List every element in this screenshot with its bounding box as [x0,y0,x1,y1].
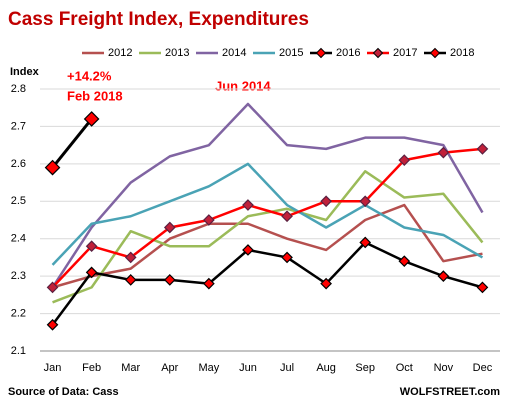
legend-marker [315,47,327,59]
marker [124,251,137,264]
legend-label: 2018 [450,47,474,59]
x-tick-label: Jan [44,362,62,374]
y-tick-label: 2.8 [11,83,26,95]
x-tick-label: Apr [161,362,178,374]
marker [320,195,332,208]
legend-marker [372,47,384,59]
series-line [51,118,93,169]
marker [437,270,450,282]
x-tick-label: Jun [239,362,257,374]
chart-title: Cass Freight Index, Expenditures [8,9,309,30]
y-tick-label: 2.7 [11,120,26,132]
y-tick-label: 2.6 [11,158,26,170]
marker [163,221,176,234]
marker [46,318,59,331]
y-tick-label: 2.4 [11,233,26,245]
marker [437,146,450,159]
source: Source of Data: Cass [8,386,119,398]
marker [359,195,372,208]
marker [83,111,100,127]
marker [85,240,98,253]
annotation: Feb 2018 [67,88,123,103]
y-tick-label: 2.2 [11,307,26,319]
legend-label: 2014 [222,47,246,59]
x-tick-label: Nov [434,362,454,374]
marker [281,210,293,223]
y-tick-label: 2.3 [11,270,26,282]
marker [44,159,61,176]
legend-label: 2016 [336,47,360,59]
x-tick-label: Jul [280,362,294,374]
series-line [51,102,484,289]
marker [476,281,489,294]
x-tick-label: Dec [473,362,493,374]
marker [46,281,59,294]
marker [398,255,411,268]
legend-label: 2013 [165,47,189,59]
x-tick-label: Mar [121,362,140,374]
legend-label: 2012 [108,47,132,59]
marker [124,274,137,286]
marker [476,143,489,155]
marker [281,251,293,264]
series-line [51,147,483,289]
series-line [52,170,484,304]
marker [203,277,215,290]
y-tick-label: 2.1 [11,345,26,357]
marker [398,154,411,166]
legend-label: 2015 [279,47,303,59]
x-tick-label: Sep [355,362,375,374]
series-line [51,162,484,266]
marker [242,244,254,256]
marker [203,214,215,226]
x-tick-label: May [198,362,219,374]
x-tick-label: Oct [396,362,413,374]
annotation: +14.2% [67,68,112,83]
x-tick-label: Aug [316,362,336,374]
x-tick-label: Feb [82,362,101,374]
legend-label: 2017 [393,47,417,59]
credit: WOLFSTREET.com [400,386,500,398]
marker [359,236,372,249]
marker [163,274,176,286]
marker [320,277,332,290]
y-tick-label: 2.5 [11,195,26,207]
marker [85,266,98,279]
series-line [52,203,483,289]
legend-marker [429,47,441,59]
marker [242,199,254,211]
annotation: Jun 2014 [215,78,271,93]
y-axis-label: Index [10,66,40,78]
series-line [51,241,483,326]
